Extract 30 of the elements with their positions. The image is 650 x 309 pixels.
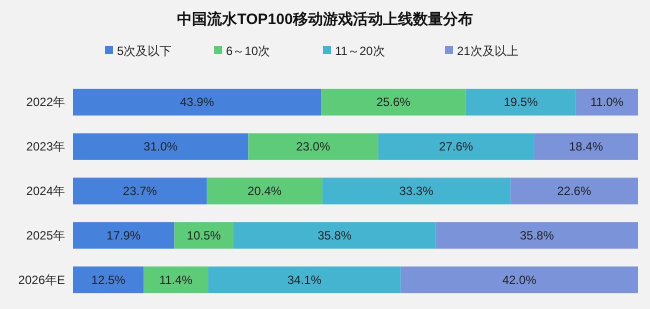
data-label: 23.0% bbox=[296, 140, 330, 154]
data-label: 12.5% bbox=[91, 272, 126, 287]
data-label: 27.6% bbox=[439, 140, 474, 154]
data-label: 22.6% bbox=[557, 184, 592, 198]
data-label: 35.8% bbox=[318, 228, 352, 242]
data-label: 35.8% bbox=[520, 228, 554, 242]
legend-label: 6～10次 bbox=[226, 44, 270, 58]
data-label: 31.0% bbox=[144, 140, 178, 154]
data-label: 43.9% bbox=[180, 95, 214, 110]
y-tick-label: 2023年 bbox=[26, 140, 65, 154]
legend-label: 11～20次 bbox=[335, 44, 385, 58]
data-label: 19.5% bbox=[504, 95, 538, 110]
data-label: 25.6% bbox=[376, 95, 411, 110]
data-label: 18.4% bbox=[569, 140, 604, 154]
chart-title: 中国流水TOP100移动游戏活动上线数量分布 bbox=[177, 10, 473, 28]
data-label: 33.3% bbox=[399, 184, 434, 198]
legend-label: 21次及以上 bbox=[457, 44, 518, 58]
y-tick-label: 2022年 bbox=[26, 95, 65, 110]
data-label: 11.4% bbox=[159, 272, 193, 287]
data-label: 17.9% bbox=[106, 228, 141, 242]
data-label: 23.7% bbox=[122, 184, 158, 198]
data-label: 34.1% bbox=[287, 272, 322, 287]
legend-label: 5次及以下 bbox=[117, 44, 172, 58]
data-label: 42.0% bbox=[502, 272, 537, 287]
data-label: 20.4% bbox=[248, 184, 282, 198]
y-tick-label: 2025年 bbox=[26, 228, 65, 242]
data-label: 11.0% bbox=[590, 95, 624, 110]
y-tick-label: 2026年E bbox=[18, 272, 65, 287]
y-tick-label: 2024年 bbox=[26, 184, 65, 198]
data-label: 10.5% bbox=[186, 228, 222, 242]
